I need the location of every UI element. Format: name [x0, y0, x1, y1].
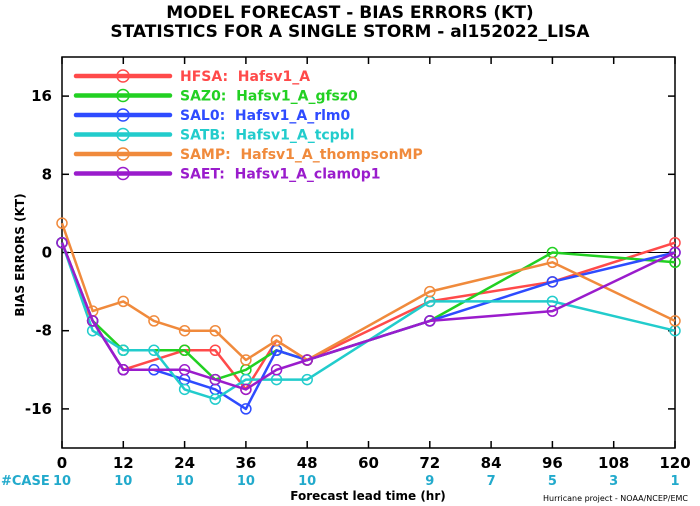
x-tick-label: 96 — [542, 454, 563, 472]
case-count: 9 — [425, 474, 434, 489]
series-line-2 — [60, 242, 676, 381]
data-point-6 — [424, 315, 436, 327]
data-point-4 — [148, 344, 160, 356]
data-point-5 — [546, 256, 559, 269]
data-point-3 — [546, 276, 559, 288]
data-point-5 — [209, 324, 221, 337]
data-point-6 — [86, 315, 99, 327]
case-count: 10 — [176, 474, 194, 489]
case-count-label: #CASE — [1, 474, 50, 489]
data-point-5 — [240, 354, 252, 366]
data-point-3 — [240, 403, 252, 415]
y-tick-label: 16 — [31, 87, 52, 105]
data-point-4 — [209, 393, 221, 405]
case-count: 10 — [114, 474, 132, 489]
legend-entry: SAZ0: Hafsv1_A_gfsz0 — [180, 89, 358, 105]
x-tick-label: 60 — [358, 454, 379, 472]
data-point-5 — [270, 334, 283, 347]
data-point-1 — [209, 344, 221, 356]
legend-marker — [116, 127, 130, 142]
data-point-6 — [669, 246, 681, 259]
case-count: 5 — [548, 474, 557, 489]
case-count: 1 — [670, 474, 679, 489]
legend-marker — [116, 88, 130, 103]
data-point-5 — [424, 285, 436, 298]
x-tick-label: 48 — [297, 454, 318, 472]
case-count: 3 — [609, 474, 618, 489]
legend-marker — [116, 147, 130, 161]
data-point-4 — [301, 373, 313, 386]
x-tick-label: 0 — [57, 454, 67, 472]
data-point-6 — [270, 364, 283, 376]
legend-entry: SAMP: Hafsv1_A_thompsonMP — [180, 147, 423, 163]
x-tick-label: 12 — [113, 454, 134, 472]
data-point-5 — [148, 315, 160, 327]
data-point-6 — [56, 236, 68, 249]
data-point-5 — [117, 295, 130, 308]
chart-title: MODEL FORECAST - BIAS ERRORS (KT) — [166, 3, 533, 23]
data-point-5 — [669, 315, 681, 327]
case-count: 10 — [298, 474, 316, 489]
legend-entry: SAL0: Hafsv1_A_rlm0 — [180, 108, 351, 124]
y-tick-label: -8 — [35, 322, 52, 340]
data-point-4 — [178, 383, 191, 396]
chart-subtitle: STATISTICS FOR A SINGLE STORM - al152022… — [110, 22, 590, 42]
data-point-5 — [56, 217, 68, 229]
data-point-6 — [209, 373, 221, 386]
x-tick-label: 84 — [481, 454, 502, 472]
legend-marker — [116, 69, 130, 83]
series-line-6 — [60, 242, 676, 391]
y-tick-label: 0 — [42, 244, 52, 262]
legend-marker — [116, 108, 130, 122]
x-tick-label: 24 — [174, 454, 195, 472]
data-point-6 — [178, 364, 191, 376]
legend: HFSA: Hafsv1_A SAZ0: Hafsv1_A_gfsz0 SAL0: … — [73, 69, 423, 183]
x-tick-label: 36 — [235, 454, 256, 472]
series-line-4 — [60, 242, 676, 401]
data-point-2 — [178, 344, 191, 356]
data-point-5 — [178, 324, 191, 337]
data-point-6 — [546, 305, 559, 317]
case-count: 7 — [487, 474, 496, 489]
x-axis-label: Forecast lead time (hr) — [290, 489, 446, 503]
credit-text: Hurricane project - NOAA/NCEP/EMC — [543, 494, 688, 503]
y-tick-label: 8 — [42, 165, 52, 183]
x-tick-label: 72 — [419, 454, 440, 472]
y-tick-label: -16 — [25, 400, 52, 418]
case-count: 10 — [53, 474, 71, 489]
data-point-6 — [117, 364, 130, 376]
data-point-6 — [301, 354, 313, 366]
plot-area: -16 -8 0 8 16 0 12 24 36 48 60 72 84 96 108 120 HFSA: Ha… — [25, 56, 691, 489]
legend-entry: SATB: Hafsv1_A_tcpbl — [180, 128, 355, 144]
data-point-4 — [117, 344, 130, 356]
legend-marker — [116, 166, 130, 181]
case-count: 10 — [237, 474, 255, 489]
legend-entry: HFSA: Hafsv1_A — [180, 69, 310, 85]
x-tick-label: 120 — [659, 454, 690, 472]
data-point-6 — [240, 383, 252, 396]
x-tick-label: 108 — [598, 454, 629, 472]
legend-entry: SAET: Hafsv1_A_clam0p1 — [180, 167, 381, 183]
y-axis-label: BIAS ERRORS (KT) — [13, 193, 27, 316]
